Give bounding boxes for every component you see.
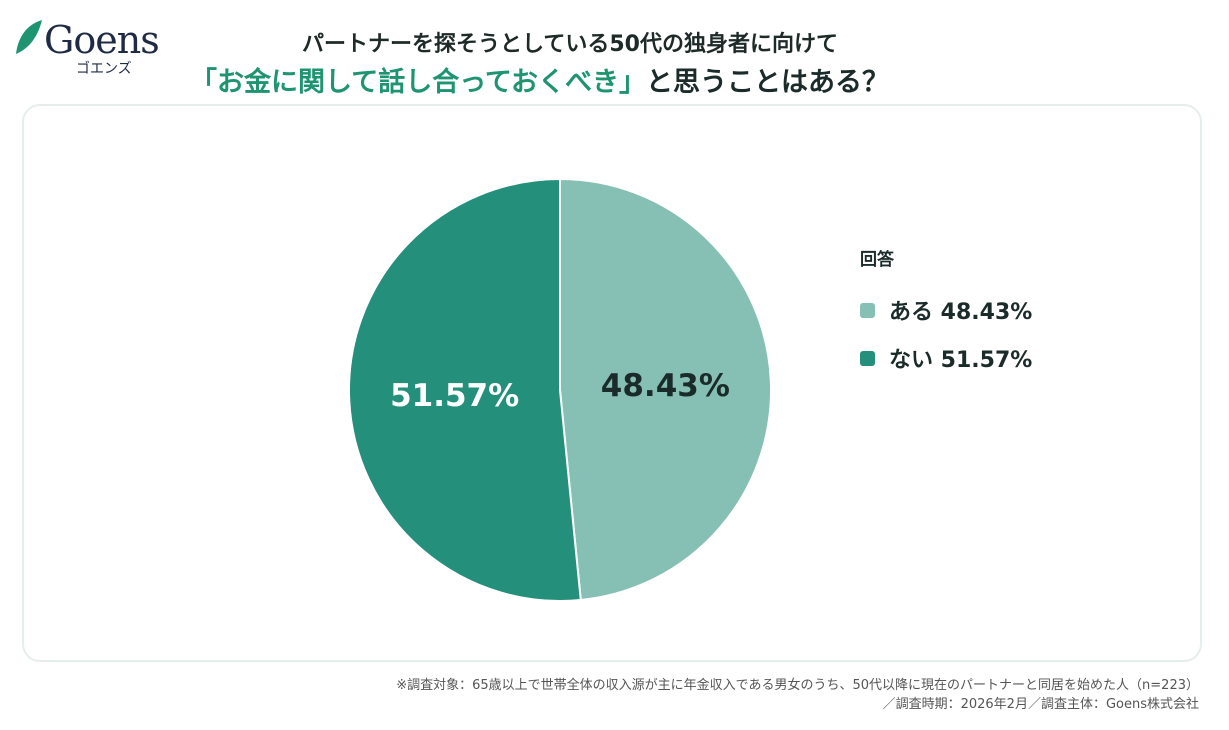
legend-title: 回答 <box>860 250 894 270</box>
logo-kana: ゴエンズ <box>76 61 132 77</box>
logo-name: Goens <box>44 18 160 62</box>
data-label-1: 51.57% <box>390 378 519 414</box>
legend-swatch <box>860 350 875 366</box>
legend-item-nai: ない 51.57% <box>860 342 1032 374</box>
legend-label: ない 51.57% <box>889 348 1033 373</box>
logo: Goens ゴエンズ <box>14 18 160 77</box>
pie-slice-0 <box>559 177 772 602</box>
title-rest: と思うことはある？ <box>646 67 890 98</box>
legend-item-aru: ある 48.43% <box>860 294 1032 326</box>
leaf-icon <box>16 20 42 54</box>
title-highlight: 「お金に関して話し合っておくべき」 <box>190 67 647 98</box>
legend-label: ある 48.43% <box>889 300 1033 325</box>
title-line2: 「お金に関して話し合っておくべき」と思うことはある？ <box>190 60 889 99</box>
chart-card <box>22 104 1202 662</box>
pie-slice-1 <box>348 177 582 602</box>
title-line1: パートナーを探そうとしている50代の独身者に向けて <box>302 32 838 57</box>
data-label-0: 48.43% <box>601 368 730 404</box>
legend: 回答 ある 48.43% ない 51.57% <box>860 245 1032 390</box>
footnote: ※調査対象：65歳以上で世帯全体の収入源が主に年金収入である男女のうち、50代以… <box>396 676 1199 714</box>
footnote-line1: ※調査対象：65歳以上で世帯全体の収入源が主に年金収入である男女のうち、50代以… <box>396 678 1199 693</box>
footnote-line2: ／調査時期：2026年2月／調査主体：Goens株式会社 <box>882 697 1199 712</box>
legend-swatch <box>860 302 875 318</box>
